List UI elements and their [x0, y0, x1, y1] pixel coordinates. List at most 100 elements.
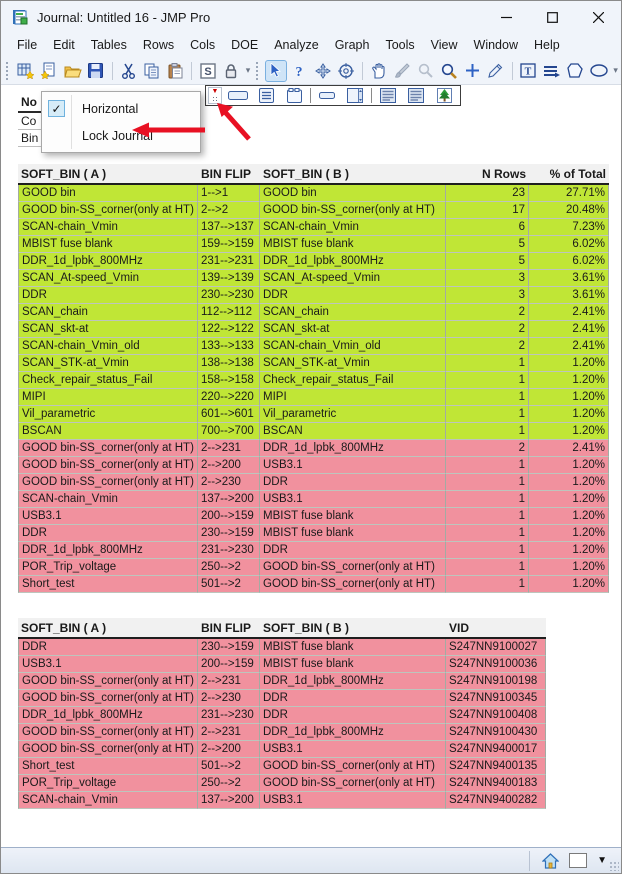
column-header[interactable]: SOFT_BIN ( B ) — [260, 618, 446, 639]
table-cell[interactable]: 139-->139 — [198, 270, 260, 287]
toolbar-overflow-icon[interactable]: ▾ — [245, 65, 251, 75]
table-cell[interactable]: 2 — [446, 304, 529, 321]
menu-file[interactable]: File — [17, 38, 38, 52]
table-cell[interactable]: MBIST fuse blank — [260, 508, 446, 525]
table-cell[interactable]: 6.02% — [529, 236, 609, 253]
table-cell[interactable]: S247NN9100345 — [446, 690, 546, 707]
table-cell[interactable]: 1.20% — [529, 355, 609, 372]
table-cell[interactable]: 20.48% — [529, 202, 609, 219]
table-cell[interactable]: DDR — [260, 287, 446, 304]
menu-item-lock-journal[interactable]: Lock Journal — [42, 122, 200, 149]
column-header[interactable]: SOFT_BIN ( B ) — [260, 164, 446, 185]
table-cell[interactable]: 1 — [446, 389, 529, 406]
table-cell[interactable]: DDR — [18, 287, 198, 304]
table-cell[interactable]: Vil_parametric — [18, 406, 198, 423]
table-cell[interactable]: GOOD bin-SS_corner(only at HT) — [18, 673, 198, 690]
table-cell[interactable]: DDR_1d_lpbk_800MHz — [18, 707, 198, 724]
journal-menu-button[interactable]: ▼ — [208, 87, 222, 104]
status-dropdown-arrow-icon[interactable]: ▼ — [597, 855, 607, 866]
open-icon[interactable] — [62, 60, 83, 82]
table-cell[interactable]: 2.41% — [529, 321, 609, 338]
scroll-box-button[interactable] — [342, 87, 368, 104]
script-icon[interactable]: S — [197, 60, 218, 82]
table-cell[interactable]: S247NN9400135 — [446, 758, 546, 775]
table-cell[interactable]: 1 — [446, 355, 529, 372]
table-cell[interactable]: 220-->220 — [198, 389, 260, 406]
table-cell[interactable]: 17 — [446, 202, 529, 219]
table-cell[interactable]: 1.20% — [529, 406, 609, 423]
table-cell[interactable]: SCAN-chain_Vmin — [18, 792, 198, 809]
table-cell[interactable]: 230-->159 — [198, 525, 260, 542]
table-cell[interactable]: DDR — [260, 707, 446, 724]
table-cell[interactable]: 200-->159 — [198, 656, 260, 673]
table-cell[interactable]: 1.20% — [529, 423, 609, 440]
table-cell[interactable]: MBIST fuse blank — [18, 236, 198, 253]
table-cell[interactable]: 1-->1 — [198, 185, 260, 202]
table-cell[interactable]: 7.23% — [529, 219, 609, 236]
table-cell[interactable]: S247NN9100408 — [446, 707, 546, 724]
table-cell[interactable]: SCAN-chain_Vmin_old — [18, 338, 198, 355]
table-cell[interactable]: 2-->230 — [198, 690, 260, 707]
column-header[interactable]: N Rows — [446, 164, 529, 185]
table-cell[interactable]: MIPI — [18, 389, 198, 406]
table-cell[interactable]: 2-->231 — [198, 673, 260, 690]
menu-edit[interactable]: Edit — [53, 38, 75, 52]
table-cell[interactable]: 137-->200 — [198, 792, 260, 809]
table-cell[interactable]: GOOD bin-SS_corner(only at HT) — [18, 474, 198, 491]
fragment-row[interactable]: Co — [18, 113, 52, 130]
table-cell[interactable]: 231-->230 — [198, 707, 260, 724]
maximize-button[interactable] — [529, 1, 575, 33]
cursor-tool-icon[interactable] — [265, 59, 287, 82]
column-header[interactable]: SOFT_BIN ( A ) — [18, 618, 198, 639]
table-cell[interactable]: Short_test — [18, 758, 198, 775]
menu-view[interactable]: View — [430, 38, 458, 52]
table-cell[interactable]: POR_Trip_voltage — [18, 559, 198, 576]
menu-window[interactable]: Window — [473, 38, 518, 52]
table-cell[interactable]: SCAN_chain — [18, 304, 198, 321]
lasso-tool-icon[interactable] — [415, 60, 436, 82]
table-cell[interactable]: 1.20% — [529, 559, 609, 576]
outline-box-button[interactable] — [281, 87, 307, 104]
table-cell[interactable]: 158-->158 — [198, 372, 260, 389]
menu-item-horizontal[interactable]: ✓ Horizontal — [42, 95, 200, 122]
table-cell[interactable]: 1 — [446, 491, 529, 508]
pencil-tool-icon[interactable] — [485, 60, 506, 82]
paste-icon[interactable] — [165, 60, 186, 82]
table-cell[interactable]: MBIST fuse blank — [260, 639, 446, 656]
table-cell[interactable]: 3.61% — [529, 270, 609, 287]
table-cell[interactable]: 1.20% — [529, 372, 609, 389]
table-cell[interactable]: 159-->159 — [198, 236, 260, 253]
table-cell[interactable]: DDR_1d_lpbk_800MHz — [18, 542, 198, 559]
table-cell[interactable]: 2.41% — [529, 338, 609, 355]
fragment-row[interactable]: Bin — [18, 130, 52, 147]
table-cell[interactable]: 1.20% — [529, 491, 609, 508]
table-cell[interactable]: DDR_1d_lpbk_800MHz — [260, 253, 446, 270]
column-header[interactable]: % of Total — [529, 164, 609, 185]
table-cell[interactable]: SCAN_STK-at_Vmin — [18, 355, 198, 372]
table-cell[interactable]: SCAN_STK-at_Vmin — [260, 355, 446, 372]
column-header[interactable]: VID — [446, 618, 546, 639]
table-cell[interactable]: SCAN-chain_Vmin — [18, 219, 198, 236]
menu-rows[interactable]: Rows — [142, 38, 175, 52]
table-cell[interactable]: USB3.1 — [260, 457, 446, 474]
tree-button[interactable] — [431, 87, 457, 104]
table-cell[interactable]: 501-->2 — [198, 758, 260, 775]
table-cell[interactable]: USB3.1 — [260, 741, 446, 758]
menu-cols[interactable]: Cols — [190, 38, 216, 52]
table-cell[interactable]: MBIST fuse blank — [260, 525, 446, 542]
table-cell[interactable]: S247NN9400017 — [446, 741, 546, 758]
table-cell[interactable]: 1 — [446, 576, 529, 593]
table-cell[interactable]: DDR_1d_lpbk_800MHz — [18, 253, 198, 270]
table-cell[interactable]: 700-->700 — [198, 423, 260, 440]
table-cell[interactable]: 231-->230 — [198, 542, 260, 559]
table-cell[interactable]: 2-->2 — [198, 202, 260, 219]
copy-icon[interactable] — [141, 60, 162, 82]
menu-graph[interactable]: Graph — [334, 38, 370, 52]
table-cell[interactable]: 2-->230 — [198, 474, 260, 491]
table-cell[interactable]: GOOD bin-SS_corner(only at HT) — [18, 440, 198, 457]
table-cell[interactable]: 2.41% — [529, 440, 609, 457]
table-cell[interactable]: GOOD bin-SS_corner(only at HT) — [260, 202, 446, 219]
table-cell[interactable]: GOOD bin-SS_corner(only at HT) — [18, 741, 198, 758]
status-box[interactable] — [569, 853, 588, 868]
table-cell[interactable]: 23 — [446, 185, 529, 202]
